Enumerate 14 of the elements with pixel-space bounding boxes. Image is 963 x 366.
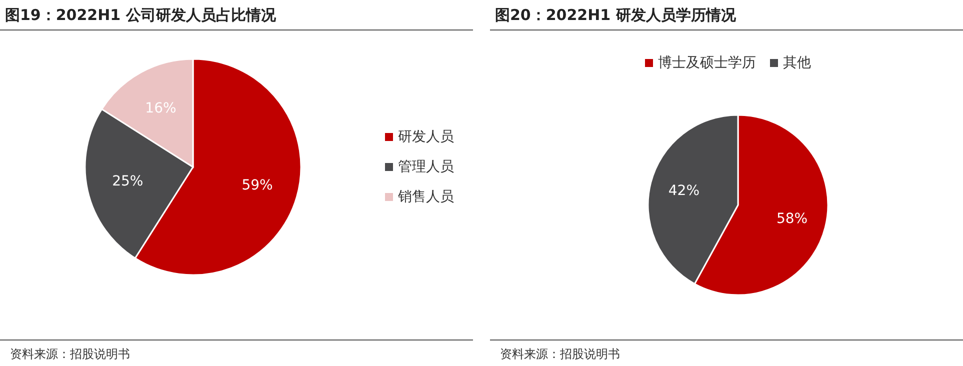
data-label: 25% [112, 174, 144, 190]
text: 资料来源：招股说明书 [500, 347, 620, 361]
data-label: 42% [668, 183, 700, 200]
chart-title: 图19：2022H1 公司研发人员占比情况 [5, 6, 277, 24]
legend-label: 研发人员 [398, 129, 454, 145]
legend-label: 其他 [783, 55, 811, 71]
legend-label: 销售人员 [397, 189, 454, 205]
legend-label: 博士及硕士学历 [658, 55, 756, 71]
chart-title: 图20：2022H1 研发人员学历情况 [495, 6, 737, 24]
legend-label: 管理人员 [398, 159, 454, 175]
data-label: 16% [145, 100, 176, 116]
data-label: 58% [776, 210, 808, 227]
data-label: 59% [242, 178, 273, 194]
text: 资料来源：招股说明书 [10, 347, 130, 361]
